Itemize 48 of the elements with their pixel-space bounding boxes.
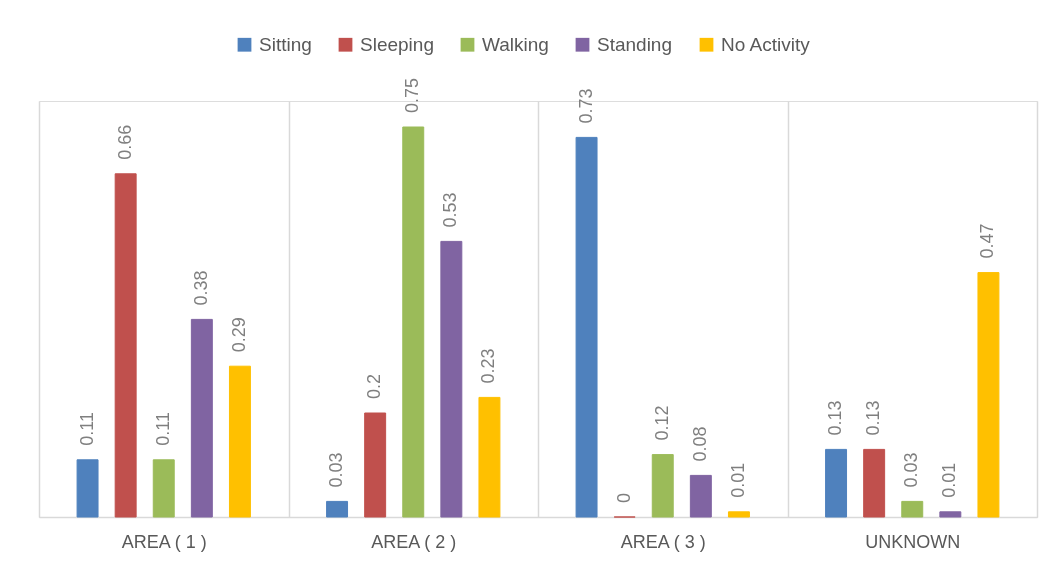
- bar: [326, 500, 349, 518]
- bar: [863, 448, 886, 518]
- legend-label: Sleeping: [360, 33, 434, 55]
- bar: [901, 500, 924, 518]
- data-label: 0.47: [977, 223, 998, 259]
- bar: [190, 318, 213, 518]
- data-label: 0: [613, 492, 634, 503]
- bar: [575, 136, 598, 518]
- data-label: 0.11: [76, 412, 97, 446]
- bar: [478, 396, 501, 518]
- data-label: 0.53: [440, 192, 461, 228]
- data-label: 0.13: [825, 400, 846, 436]
- data-label: 0.23: [478, 348, 499, 384]
- bar: [76, 459, 99, 518]
- data-label: 0.08: [689, 426, 710, 462]
- legend-label: Standing: [597, 33, 673, 55]
- bar: [977, 272, 1000, 518]
- data-label: 0.03: [326, 452, 347, 488]
- bar: [825, 448, 848, 518]
- data-label: 0.12: [651, 405, 672, 441]
- data-label: 0.01: [727, 462, 748, 498]
- bar: [114, 173, 137, 518]
- bar: [689, 474, 712, 518]
- bar: [402, 126, 425, 518]
- bar: [651, 454, 674, 518]
- data-label: 0.03: [901, 452, 922, 488]
- x-tick-label: AREA ( 2 ): [371, 531, 457, 552]
- legend-label: No Activity: [721, 33, 811, 55]
- x-tick-label: AREA ( 3 ): [620, 531, 706, 552]
- x-tick-label: UNKNOWN: [865, 531, 961, 552]
- legend-label: Walking: [482, 33, 549, 55]
- bar: [440, 240, 463, 518]
- bar: [228, 365, 251, 518]
- bar: [364, 412, 387, 518]
- data-label: 0.2: [364, 373, 385, 399]
- data-label: 0.73: [575, 88, 596, 124]
- bar: [727, 511, 750, 518]
- data-label: 0.13: [863, 400, 884, 436]
- data-label: 0.38: [190, 270, 211, 306]
- legend-label: Sitting: [259, 33, 312, 55]
- data-label: 0.75: [402, 77, 423, 113]
- bar: [152, 459, 175, 518]
- data-label: 0.66: [114, 124, 135, 160]
- x-tick-label: AREA ( 1 ): [121, 531, 207, 552]
- data-label: 0.11: [152, 412, 173, 446]
- data-label: 0.29: [228, 317, 249, 353]
- bar: [939, 511, 962, 518]
- data-label: 0.01: [939, 462, 960, 498]
